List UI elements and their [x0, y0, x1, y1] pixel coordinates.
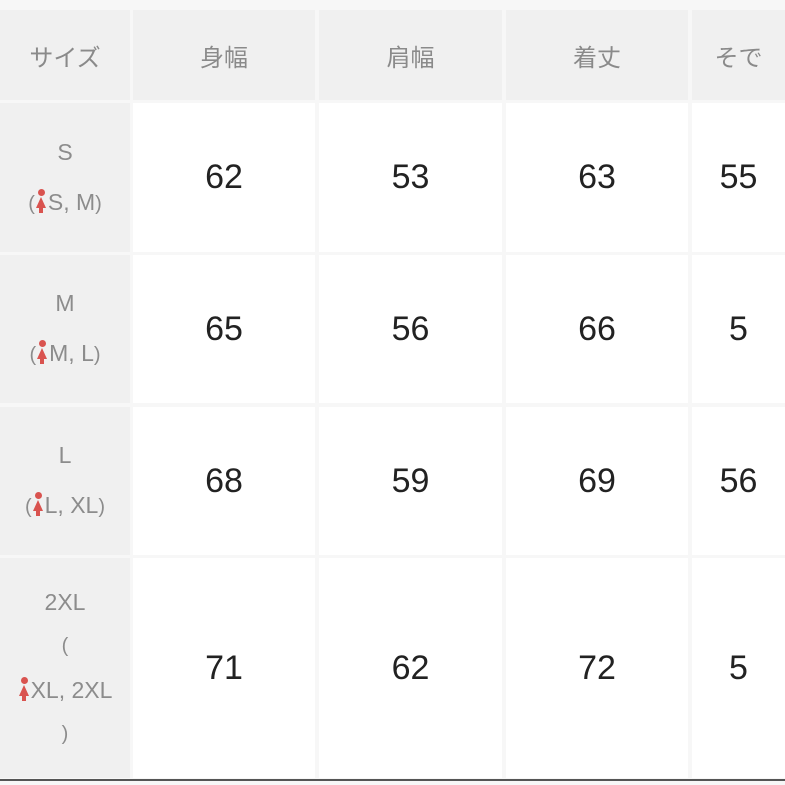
measurement-value: 55: [719, 158, 758, 196]
measurement-value: 62: [205, 158, 243, 196]
measurement-cell: 5: [692, 558, 785, 778]
measurement-value: 59: [391, 461, 430, 500]
woman-icon: [32, 492, 44, 516]
size-label-cell: M (M, L): [0, 255, 130, 403]
size-name: S: [57, 138, 73, 165]
measurement-cell: 62: [319, 558, 502, 778]
size-label-cell: S (S, M): [0, 103, 130, 252]
measurement-value: 56: [719, 461, 758, 500]
measurement-value: 5: [729, 309, 748, 348]
header-label: そで: [714, 43, 763, 72]
measurement-cell: 56: [692, 407, 785, 555]
open-paren: (: [61, 635, 69, 657]
measurement-value: 53: [391, 158, 430, 196]
measurement-cell: 65: [133, 255, 315, 403]
header-size-label: サイズ: [29, 43, 101, 72]
measurement-cell: 63: [506, 103, 688, 252]
table-bottom-border: [0, 779, 785, 781]
measurement-cell: 53: [319, 103, 502, 252]
size-name: 2XL: [44, 589, 86, 615]
measurement-value: 69: [578, 461, 616, 500]
header-label: 着丈: [573, 43, 621, 72]
size-fits: XL, 2XL: [18, 668, 112, 712]
woman-icon: [18, 677, 30, 701]
header-length: 着丈: [506, 10, 688, 100]
close-paren: ): [61, 723, 69, 745]
header-shoulder-width: 肩幅: [319, 10, 502, 100]
header-label: 身幅: [200, 43, 248, 72]
woman-icon: [35, 188, 47, 213]
measurement-cell: 69: [506, 407, 688, 555]
size-name: L: [58, 442, 72, 468]
measurement-cell: 68: [133, 407, 315, 555]
size-label-cell: L (L, XL): [0, 407, 130, 555]
header-label: 肩幅: [386, 43, 435, 72]
size-fits: (M, L): [29, 340, 101, 366]
measurement-value: 66: [578, 309, 616, 348]
size-label-cell: 2XL ( XL, 2XL ): [0, 558, 130, 778]
header-body-width: 身幅: [133, 10, 315, 100]
header-sleeve: そで: [692, 10, 785, 100]
measurement-cell: 71: [133, 558, 315, 778]
measurement-value: 71: [205, 648, 243, 687]
measurement-cell: 5: [692, 255, 785, 403]
measurement-value: 65: [205, 309, 243, 348]
woman-icon: [36, 340, 48, 364]
size-fits: (L, XL): [24, 492, 106, 518]
measurement-value: 5: [729, 648, 748, 687]
measurement-value: 63: [578, 158, 616, 196]
header-size: サイズ: [0, 10, 130, 100]
measurement-cell: 56: [319, 255, 502, 403]
measurement-value: 56: [391, 309, 430, 348]
measurement-cell: 72: [506, 558, 688, 778]
measurement-value: 62: [391, 648, 430, 687]
measurement-value: 72: [578, 648, 616, 687]
measurement-cell: 62: [133, 103, 315, 252]
size-name: M: [55, 290, 75, 316]
measurement-cell: 55: [692, 103, 785, 252]
measurement-cell: 59: [319, 407, 502, 555]
measurement-cell: 66: [506, 255, 688, 403]
size-fits: (S, M): [28, 188, 102, 215]
measurement-value: 68: [205, 461, 243, 500]
